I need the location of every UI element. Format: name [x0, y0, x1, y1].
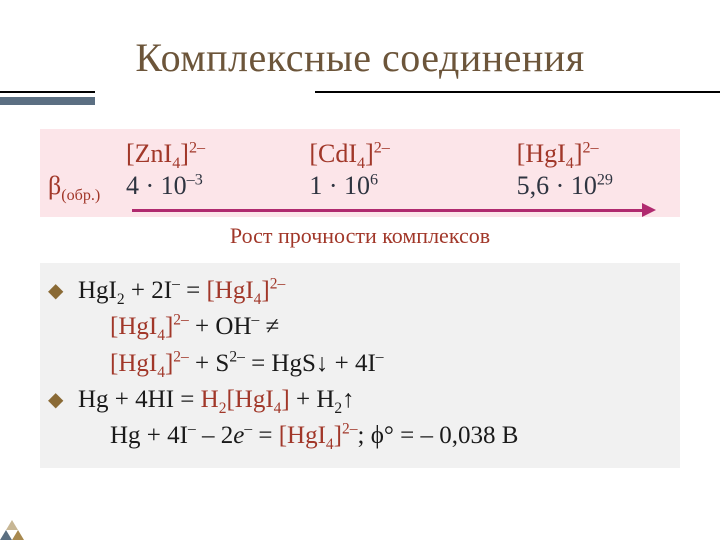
reaction-1-3: [HgI4]2– + S2– = HgS↓ + 4I–: [48, 346, 672, 382]
beta-label: β(обр.): [48, 171, 126, 201]
corner-decoration-icon: [0, 506, 34, 540]
bullet-1: ◆ HgI2 + 2I– = [HgI4]2–: [48, 273, 672, 309]
col-2-formula: [CdI4]2–: [281, 139, 464, 169]
col-1-value: 4 · 10–3: [126, 171, 281, 201]
title-rule: [40, 91, 680, 105]
col-1-formula: [ZnI4]2–: [126, 139, 281, 169]
reaction-2-1: Hg + 4HI = H2[HgI4] + H2↑: [78, 382, 672, 418]
reactions-box: ◆ HgI2 + 2I– = [HgI4]2– [HgI4]2– + OH– ≠…: [40, 263, 680, 468]
arrow-caption: Рост прочности комплексов: [40, 223, 680, 249]
diamond-bullet-icon: ◆: [48, 273, 78, 309]
col-3-formula: [HgI4]2–: [465, 139, 672, 169]
slide-title: Комплексные соединения: [40, 34, 680, 81]
diamond-bullet-icon: ◆: [48, 382, 78, 418]
col-2-value: 1 · 106: [281, 171, 464, 201]
col-3-value: 5,6 · 1029: [465, 171, 672, 201]
bullet-2: ◆ Hg + 4HI = H2[HgI4] + H2↑: [48, 382, 672, 418]
reaction-2-2: Hg + 4I– – 2e– = [HgI4]2–; ϕ° = – 0,038 …: [48, 418, 672, 454]
reaction-1-1: HgI2 + 2I– = [HgI4]2–: [78, 273, 672, 309]
trend-arrow: [132, 207, 656, 213]
reaction-1-2: [HgI4]2– + OH– ≠: [48, 309, 672, 345]
stability-table: [ZnI4]2– [CdI4]2– [HgI4]2– β(обр.) 4 · 1…: [40, 129, 680, 217]
